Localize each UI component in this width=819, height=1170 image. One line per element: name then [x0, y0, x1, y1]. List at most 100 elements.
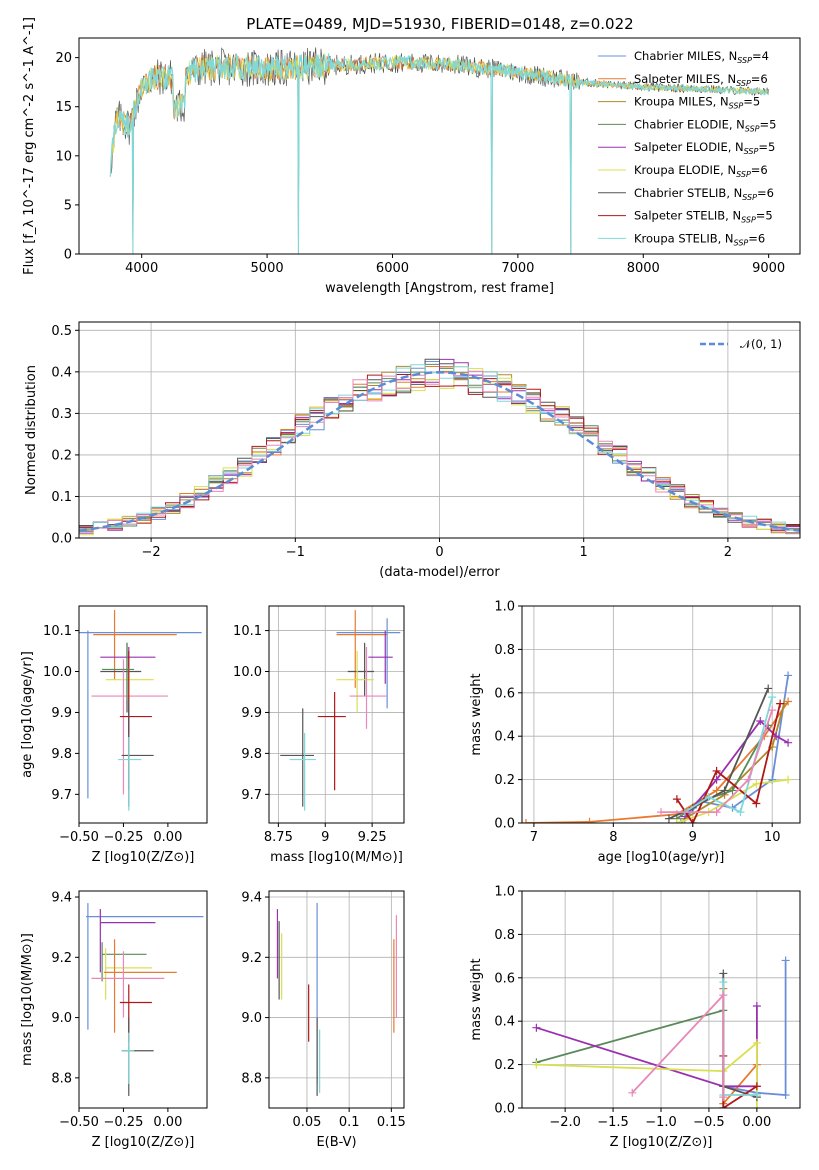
- y-tick-label: 0: [64, 248, 72, 263]
- spectrum-panel: 4000 5000 6000 7000 8000 9000 0 5 10 15 20 waveleng…: [22, 17, 801, 296]
- y-tick-label: 0.2: [494, 1058, 515, 1073]
- legend-tail: =5: [743, 95, 760, 109]
- weight-line: [722, 973, 758, 1099]
- x-tick-label: 0.1: [339, 1115, 360, 1130]
- legend-text: Chabrier ELODIE, N: [634, 117, 745, 131]
- weight-marker: [784, 775, 793, 784]
- x-tick-label: 0.15: [377, 1115, 406, 1130]
- histogram-step: [79, 374, 800, 532]
- legend-label: Chabrier STELIB, NSSP=6: [634, 186, 774, 202]
- x-tick-label: 8.75: [264, 830, 293, 845]
- weight-marker: [768, 693, 777, 702]
- weight-marker: [752, 1038, 761, 1047]
- x-tick-label: 0.00: [742, 1115, 771, 1130]
- axes-frame: [78, 890, 208, 1109]
- x-tick-label: −2.0: [549, 1115, 581, 1130]
- x-tick-label: 9.25: [358, 830, 387, 845]
- legend-label: Kroupa ELODIE, NSSP=6: [634, 163, 768, 179]
- y-tick-label: 1.0: [494, 600, 515, 615]
- y-tick-label: 15: [55, 100, 72, 115]
- y-tick-label: 9.8: [51, 747, 72, 762]
- y-tick-label: 0.3: [51, 407, 72, 422]
- legend-tail: =6: [748, 231, 765, 245]
- weight-line: [661, 709, 774, 813]
- histogram-step: [79, 370, 800, 535]
- legend-subscript: SSP: [745, 124, 760, 133]
- legend-subscript: SSP: [741, 216, 756, 225]
- legend-label: Kroupa MILES, NSSP=5: [634, 95, 760, 111]
- weight-marker: [585, 817, 594, 823]
- y-tick-label: 1.0: [494, 885, 515, 900]
- weight-marker: [752, 1104, 761, 1108]
- plot-area: [532, 956, 790, 1108]
- y-axis-label: mass weight: [469, 958, 484, 1040]
- y-tick-label: 20: [55, 51, 72, 66]
- axes-frame: [268, 890, 405, 1109]
- x-tick-label: 8000: [627, 261, 660, 276]
- weight-marker: [712, 808, 721, 817]
- weight-marker: [676, 819, 685, 823]
- axes-frame: [521, 605, 801, 824]
- legend-tail: =6: [751, 72, 768, 86]
- legend-label: Salpeter STELIB, NSSP=5: [634, 209, 773, 225]
- weight-marker: [728, 786, 737, 795]
- x-tick-label: 0.00: [153, 1115, 182, 1130]
- weight-marker: [719, 991, 728, 1000]
- y-tick-label: 0.8: [494, 643, 515, 658]
- y-tick-label: 5: [64, 198, 72, 213]
- weight-marker: [784, 738, 793, 747]
- x-tick-label: 9: [689, 830, 697, 845]
- legend-tail: =6: [757, 186, 774, 200]
- weight-marker: [704, 792, 713, 801]
- y-tick-label: 0.0: [51, 532, 72, 547]
- spectrum-line: [109, 53, 770, 254]
- y-tick-label: 10: [55, 149, 72, 164]
- y-axis-label: Normed distribution: [24, 365, 39, 495]
- weight-line: [676, 778, 789, 823]
- legend-tail: =4: [752, 49, 769, 63]
- weight-line: [722, 982, 757, 1096]
- x-tick-label: 1: [580, 545, 588, 560]
- weight-marker: [719, 978, 728, 987]
- legend-tail: =5: [760, 117, 777, 131]
- legend-text: Chabrier STELIB, N: [634, 186, 742, 200]
- y-tick-label: 10.1: [43, 624, 72, 639]
- y-tick-label: 0.8: [494, 928, 515, 943]
- legend-subscript: SSP: [729, 102, 744, 111]
- x-tick-label: −2: [142, 545, 161, 560]
- y-tick-label: 9.8: [241, 747, 262, 762]
- weight-vs-metallicity-panel: −2.0 −1.5 −1.0 −0.5 0.00 0.0 0.2 0.4 0.6 0.8 1.0 Z …: [469, 885, 801, 1150]
- y-tick-label: 0.4: [494, 1015, 515, 1030]
- weight-marker: [752, 1082, 761, 1091]
- gaussian-curve: [79, 371, 800, 532]
- weight-line: [722, 1055, 758, 1108]
- x-tick-label: 2: [724, 545, 732, 560]
- x-tick-label: 10: [764, 830, 781, 845]
- age-vs-mass-panel: 8.75 9 9.25 9.7 9.8 9.9 10.0 10.1 mass [log10(M/…: [233, 605, 405, 865]
- weight-vs-age-panel: 7 8 9 10 0.0 0.2 0.4 0.6 0.8 1.0 age [log10(age/yr…: [469, 600, 801, 865]
- y-tick-label: 10.0: [43, 665, 72, 680]
- x-tick-label: −0.25: [104, 830, 144, 845]
- axes-frame: [268, 605, 405, 824]
- legend-label: Salpeter MILES, NSSP=6: [634, 72, 768, 88]
- y-tick-label: 0.6: [494, 686, 515, 701]
- plot-area: [276, 903, 398, 1096]
- y-tick-label: 10.1: [233, 624, 262, 639]
- y-tick-label: 8.8: [241, 1071, 262, 1086]
- weight-marker: [719, 1093, 728, 1102]
- weight-marker: [752, 1002, 761, 1011]
- y-tick-label: 0.1: [51, 490, 72, 505]
- weight-marker: [781, 1090, 790, 1099]
- figure-title: PLATE=0489, MJD=51930, FIBERID=0148, z=0…: [246, 15, 633, 33]
- legend-text: Salpeter STELIB, N: [634, 209, 741, 223]
- axes-frame: [78, 37, 801, 255]
- weight-marker: [736, 808, 745, 817]
- x-tick-label: 9: [321, 830, 329, 845]
- y-tick-label: 8.8: [51, 1071, 72, 1086]
- plot-area: [280, 610, 401, 811]
- legend-label: Kroupa STELIB, NSSP=6: [634, 231, 765, 247]
- x-tick-label: 8: [609, 830, 617, 845]
- x-tick-label: −1.0: [645, 1115, 677, 1130]
- x-tick-label: 5000: [251, 261, 284, 276]
- plot-area: [79, 358, 800, 536]
